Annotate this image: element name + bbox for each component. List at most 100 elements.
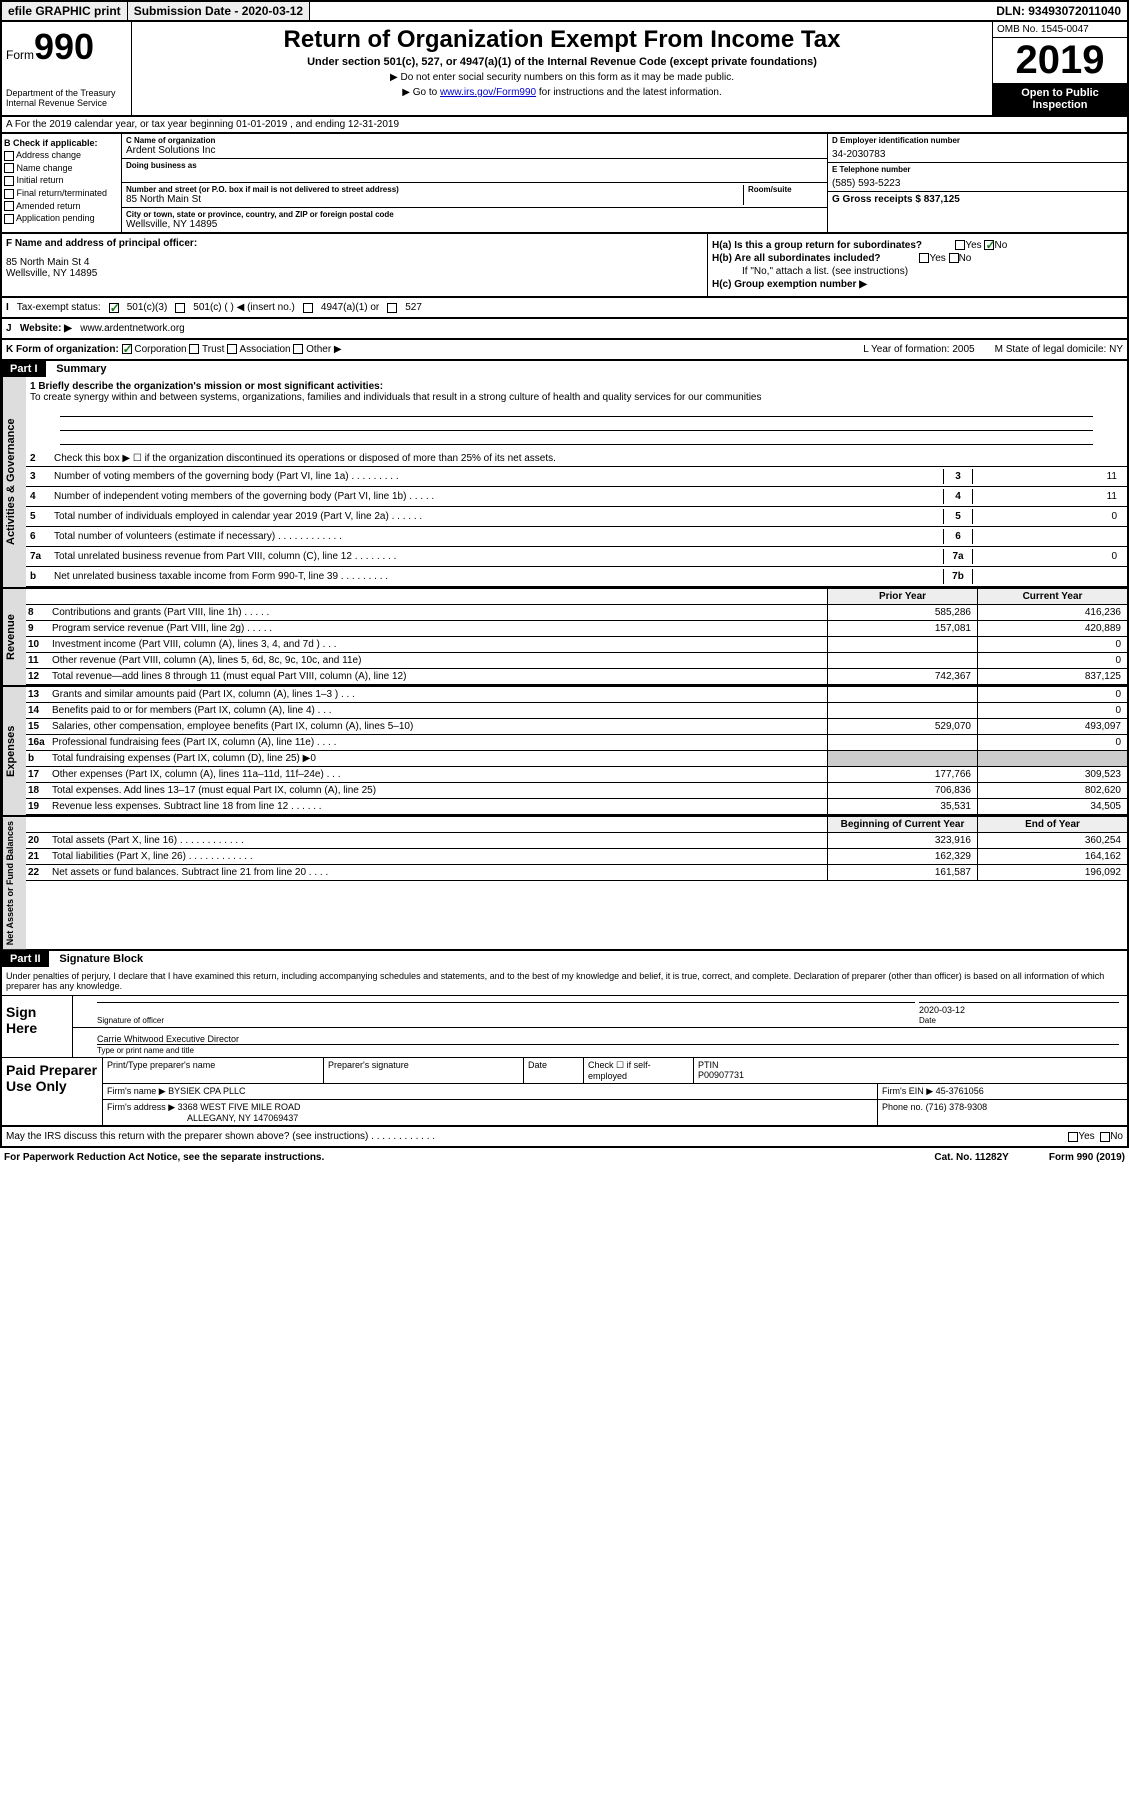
firm-name-line: Firm's name ▶ BYSIEK CPA PLLC Firm's EIN… [103,1084,1127,1100]
current-year-hdr: Current Year [977,589,1127,604]
check-name-change[interactable]: Name change [4,163,119,174]
submission-date: Submission Date - 2020-03-12 [128,2,310,20]
ptin-value: P00907731 [698,1070,1123,1080]
gross-receipts-row: G Gross receipts $ 837,125 [828,192,1127,207]
officer-label: F Name and address of principal officer: [6,238,703,249]
expense-line-16a: 16aProfessional fundraising fees (Part I… [26,735,1127,751]
officer-name-line: Carrie Whitwood Executive Director Type … [73,1028,1127,1057]
prep-self-employed[interactable]: Check ☐ if self-employed [583,1058,693,1083]
street-address: 85 North Main St [126,194,743,205]
city-state-zip: Wellsville, NY 14895 [126,219,823,230]
ein-value: 34-2030783 [832,149,1123,160]
discuss-text: May the IRS discuss this return with the… [6,1131,435,1142]
phone-label: E Telephone number [832,165,1123,174]
check-501c[interactable] [175,303,185,313]
hb-note: If "No," attach a list. (see instruction… [712,266,1123,277]
dba-label: Doing business as [126,161,823,170]
principal-officer: F Name and address of principal officer:… [2,234,707,296]
hc-row: H(c) Group exemption number ▶ [712,279,1123,290]
sig-officer-label: Signature of officer [97,1016,164,1025]
sig-date-label: Date [919,1016,936,1025]
check-association[interactable] [227,344,237,354]
check-initial-return[interactable]: Initial return [4,175,119,186]
gov-line-7a: 7aTotal unrelated business revenue from … [26,547,1127,567]
irs-link[interactable]: www.irs.gov/Form990 [440,87,536,98]
discuss-yes[interactable] [1068,1132,1078,1142]
preparer-line-1: Print/Type preparer's name Preparer's si… [103,1058,1127,1084]
tax-exempt-label: Tax-exempt status: [17,302,101,313]
page-footer: For Paperwork Reduction Act Notice, see … [0,1148,1129,1167]
discuss-no[interactable] [1100,1132,1110,1142]
form-subtitle: Under section 501(c), 527, or 4947(a)(1)… [136,56,988,68]
line2-checkbox: 2 Check this box ▶ ☐ if the organization… [26,451,1127,467]
header-left: Form990 Department of the Treasury Inter… [2,22,132,115]
check-501c3[interactable] [109,303,119,313]
gross-receipts: G Gross receipts $ 837,125 [832,194,1123,205]
gov-line-b: bNet unrelated business taxable income f… [26,567,1127,587]
officer-address: 85 North Main St 4 Wellsville, NY 14895 [6,257,703,279]
netasset-line-20: 20Total assets (Part X, line 16) . . . .… [26,833,1127,849]
part2-label: Part II [2,951,49,967]
tax-year: 2019 [993,38,1127,83]
column-c-org-info: C Name of organization Ardent Solutions … [122,134,827,232]
section-a-tax-year: A For the 2019 calendar year, or tax yea… [0,117,1129,134]
paid-preparer-label: Paid Preparer Use Only [2,1058,102,1125]
check-address-change[interactable]: Address change [4,150,119,161]
check-final-return[interactable]: Final return/terminated [4,188,119,199]
group-return-section: H(a) Is this a group return for subordin… [707,234,1127,296]
open-public-badge: Open to Public Inspection [993,83,1127,115]
check-4947[interactable] [303,303,313,313]
form-of-org-row: K Form of organization: Corporation Trus… [0,340,1129,361]
address-row: Number and street (or P.O. box if mail i… [122,183,827,208]
line1: 1 Briefly describe the organization's mi… [26,377,1127,451]
check-application-pending[interactable]: Application pending [4,213,119,224]
website-url[interactable]: www.ardentnetwork.org [80,323,185,334]
side-governance: Activities & Governance [2,377,26,587]
ein-label: D Employer identification number [832,136,1123,145]
city-label: City or town, state or province, country… [126,210,823,219]
check-trust[interactable] [189,344,199,354]
check-amended-return[interactable]: Amended return [4,201,119,212]
expense-line-13: 13Grants and similar amounts paid (Part … [26,687,1127,703]
part1-expenses: Expenses 13Grants and similar amounts pa… [0,687,1129,817]
sign-here-row: Sign Here Signature of officer 2020-03-1… [2,995,1127,1057]
year-formation: L Year of formation: 2005 [863,344,974,355]
form-word: Form [6,48,34,62]
gov-line-5: 5Total number of individuals employed in… [26,507,1127,527]
sign-here-label: Sign Here [2,996,72,1057]
website-label: Website: ▶ [20,323,72,334]
form-org-label: K Form of organization: [6,344,119,355]
side-revenue: Revenue [2,589,26,685]
declaration-text: Under penalties of perjury, I declare th… [2,967,1127,995]
department: Department of the Treasury Internal Reve… [6,88,127,108]
firm-name: BYSIEK CPA PLLC [168,1086,245,1096]
netassets-header: Beginning of Current Year End of Year [26,817,1127,833]
revenue-header: Prior Year Current Year [26,589,1127,605]
end-year-hdr: End of Year [977,817,1127,832]
expense-line-17: 17Other expenses (Part IX, column (A), l… [26,767,1127,783]
form-header: Form990 Department of the Treasury Inter… [0,22,1129,117]
officer-name-label: Type or print name and title [97,1046,194,1055]
paid-preparer-row: Paid Preparer Use Only Print/Type prepar… [2,1057,1127,1125]
note2-post: for instructions and the latest informat… [536,87,722,98]
revenue-line-9: 9Program service revenue (Part VIII, lin… [26,621,1127,637]
privacy-note: ▶ Do not enter social security numbers o… [136,72,988,83]
check-527[interactable] [387,303,397,313]
officer-name: Carrie Whitwood Executive Director [97,1034,1119,1045]
org-name-row: C Name of organization Ardent Solutions … [122,134,827,159]
room-label: Room/suite [748,185,823,194]
gov-line-3: 3Number of voting members of the governi… [26,467,1127,487]
check-other[interactable] [293,344,303,354]
revenue-line-8: 8Contributions and grants (Part VIII, li… [26,605,1127,621]
line1-label: 1 Briefly describe the organization's mi… [30,381,383,392]
cat-number: Cat. No. 11282Y [934,1152,1008,1163]
part1-revenue: Revenue Prior Year Current Year 8Contrib… [0,589,1129,687]
efile-print-button[interactable]: efile GRAPHIC print [2,2,128,20]
prep-sig-label: Preparer's signature [323,1058,523,1083]
form-num: 990 [34,26,94,67]
column-de: D Employer identification number 34-2030… [827,134,1127,232]
phone-value: (585) 593-5223 [832,178,1123,189]
part1-label: Part I [2,361,46,377]
check-corporation[interactable] [122,344,132,354]
header-right: OMB No. 1545-0047 2019 Open to Public In… [992,22,1127,115]
